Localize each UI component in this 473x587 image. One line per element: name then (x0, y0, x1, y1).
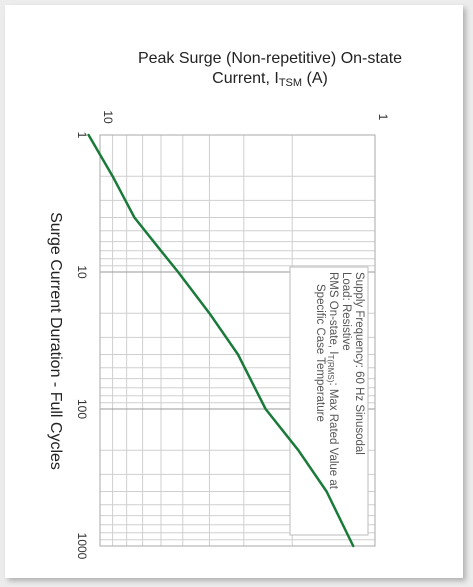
x-tick-label: 1 (376, 114, 390, 121)
annotation-rms-prefix: RMS On-state, I (327, 272, 339, 354)
series-line (87, 133, 355, 548)
annotation-rms-suffix: : Max Rated Value at (327, 382, 339, 489)
y-axis-label: Surge Current Duration - Full Cycles (47, 212, 64, 470)
chart-title-subscript: TSM (279, 77, 302, 89)
annotation-rms-subscript: T(RMS) (326, 354, 335, 382)
chart-title-line1: Peak Surge (Non-repetitive) On-state (138, 50, 402, 67)
y-tick-label: 1000 (75, 533, 89, 560)
annotation-background (289, 266, 369, 536)
y-tick-label: 1 (75, 132, 89, 139)
y-tick-label: 100 (75, 399, 89, 419)
chart-title-line2: Current, ITSM (A) (212, 70, 328, 89)
annotation-line-rms: RMS On-state, IT(RMS): Max Rated Value a… (326, 272, 339, 490)
annotation-line-frequency: Supply Frequency: 60 Hz Sinusodal (353, 272, 365, 455)
annotation-line-load: Load: Resistive (340, 272, 352, 351)
x-tick-label: 10 (101, 110, 115, 124)
chart-card: Peak Surge (Non-repetitive) On-state Cur… (5, 5, 463, 578)
y-tick-label: 10 (75, 265, 89, 279)
chart-title-main: Current, I (212, 70, 279, 87)
annotation-box: Supply Frequency: 60 Hz Sinusodal Load: … (289, 266, 369, 536)
tick-labels: 1 10 1 10 100 1000 (75, 110, 390, 559)
chart-title-unit: (A) (302, 70, 328, 87)
plot-frame (99, 134, 376, 547)
chart: Peak Surge (Non-repetitive) On-state Cur… (47, 50, 402, 560)
annotation-line-temperature: Specific Case Temperature (314, 284, 326, 422)
